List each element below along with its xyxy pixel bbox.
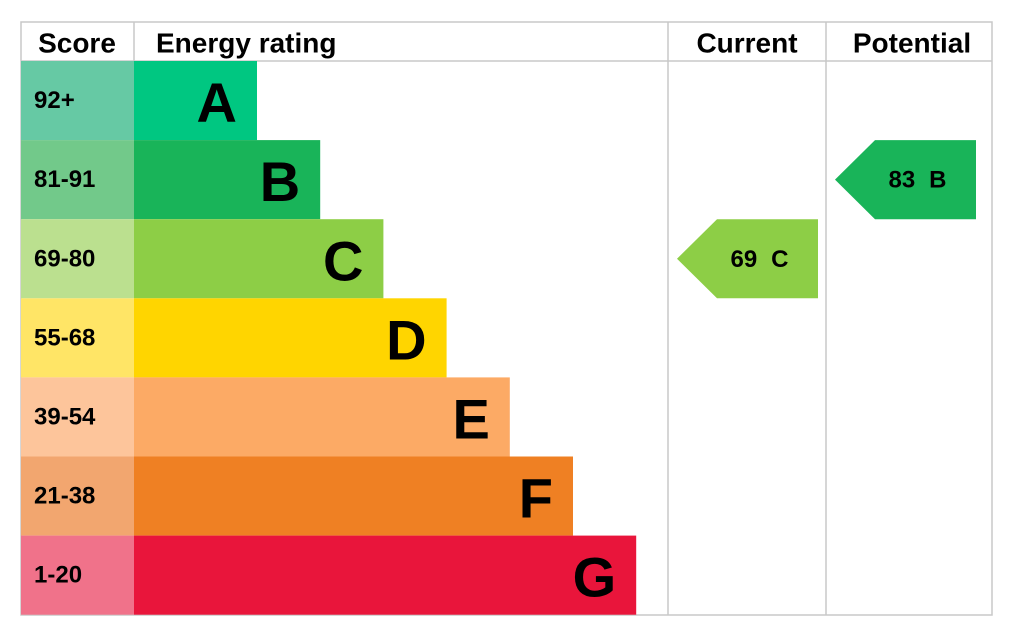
current-band: C (771, 245, 788, 272)
rating-bar (134, 298, 447, 378)
rating-bar (134, 61, 257, 141)
rating-letter: B (260, 150, 300, 213)
potential-band: B (929, 166, 946, 193)
rating-letter: F (519, 467, 553, 530)
rating-bar (134, 219, 384, 299)
score-cell (21, 298, 134, 378)
rating-bar (134, 377, 510, 457)
score-cell (21, 535, 134, 615)
score-cell (21, 377, 134, 457)
score-label: 1-20 (34, 562, 82, 589)
score-label: 81-91 (34, 166, 95, 193)
rating-letter: A (197, 71, 237, 134)
header-potential: Potential (853, 28, 971, 59)
current-value: 69 (730, 245, 757, 272)
current-arrow (677, 219, 818, 299)
rating-bar (134, 535, 637, 615)
score-label: 21-38 (34, 483, 95, 510)
potential-label: 83 B (888, 166, 946, 193)
rating-letter: D (386, 308, 426, 371)
score-label: 69-80 (34, 245, 95, 272)
score-cell (21, 219, 134, 299)
potential-arrow (835, 140, 976, 220)
score-label: 92+ (34, 87, 75, 114)
current-label: 69 C (730, 245, 788, 272)
header-rating: Energy rating (156, 28, 336, 59)
rating-letter: G (573, 546, 617, 609)
rating-letter: C (323, 229, 363, 292)
rating-bar (134, 456, 573, 536)
header-current: Current (696, 28, 797, 59)
potential-value: 83 (888, 166, 915, 193)
score-cell (21, 456, 134, 536)
rating-letter: E (452, 387, 489, 450)
score-label: 39-54 (34, 403, 96, 430)
score-cell (21, 140, 134, 220)
rating-bar (134, 140, 321, 220)
score-cell (21, 61, 134, 141)
header-score: Score (38, 28, 116, 59)
score-label: 55-68 (34, 324, 95, 351)
